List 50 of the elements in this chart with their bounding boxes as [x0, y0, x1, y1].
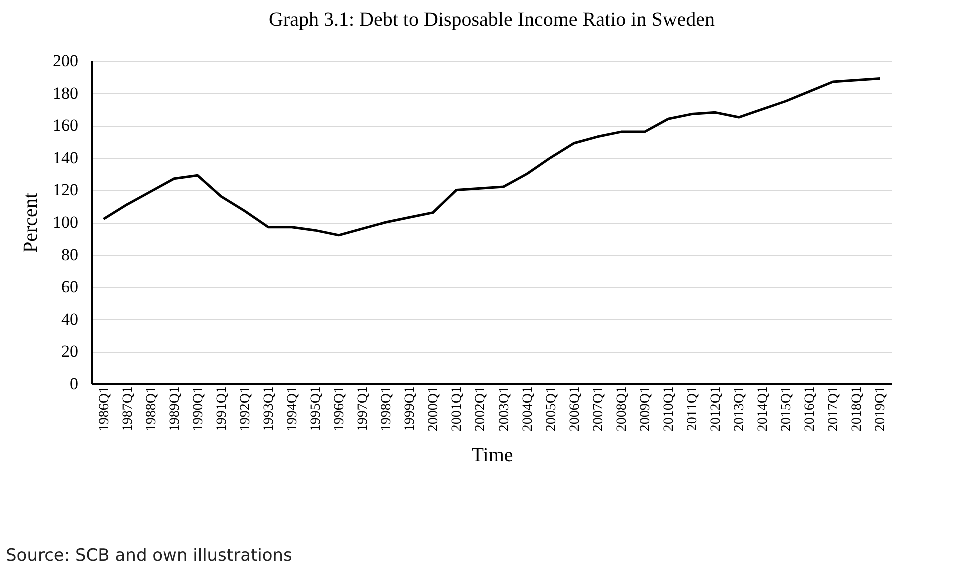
x-tick-label: 2012Q1 [709, 386, 724, 432]
x-tick-label: 2005Q1 [544, 386, 560, 432]
x-tick-label: 1990Q1 [191, 386, 206, 432]
x-tick-label: 2002Q1 [474, 386, 489, 432]
x-tick-label: 2003Q1 [497, 386, 512, 432]
y-tick-label: 0 [70, 374, 78, 394]
x-tick-label: 1991Q1 [214, 386, 230, 432]
x-tick-label: 2016Q1 [803, 386, 818, 432]
x-tick-label: 2017Q1 [826, 386, 842, 432]
x-tick-label: 2013Q1 [732, 386, 748, 432]
x-tick-label: 1999Q1 [403, 386, 418, 432]
x-tick-label: 2009Q1 [638, 386, 654, 432]
x-tick-label: 2008Q1 [614, 386, 630, 432]
x-tick-label: 1986Q1 [97, 386, 112, 432]
x-tick-label: 1987Q1 [120, 386, 136, 432]
x-tick-label: 1995Q1 [309, 386, 324, 432]
x-tick-label: 2004Q1 [520, 386, 536, 432]
y-axis-title: Percent [20, 192, 42, 253]
x-tick-label: 2011Q1 [686, 386, 700, 432]
x-tick-label: 2014Q1 [756, 386, 772, 432]
x-tick-label: 2010Q1 [662, 386, 677, 432]
y-tick-label: 40 [62, 310, 78, 329]
x-tick-label: 2000Q1 [426, 386, 442, 432]
line-series [102, 78, 882, 237]
x-tick-label: 2019Q1 [874, 386, 889, 432]
y-tick-label: 80 [62, 245, 78, 264]
y-tick-label: 120 [53, 180, 78, 200]
x-tick-label: 1994Q1 [286, 386, 300, 432]
source-note: Source: SCB and own illustrations [6, 546, 292, 566]
x-tick-label: 1998Q1 [380, 386, 395, 432]
x-tick-label: 1993Q1 [262, 386, 277, 432]
x-tick-label: 2018Q1 [850, 386, 866, 432]
y-tick-label: 100 [53, 213, 78, 232]
x-tick-label: 2001Q1 [450, 386, 466, 432]
x-tick-label: 2006Q1 [568, 386, 583, 432]
y-tick-label: 200 [53, 52, 78, 70]
y-tick-label: 140 [53, 148, 78, 168]
x-tick-label: 2007Q1 [591, 386, 606, 432]
y-tick-label: 160 [53, 116, 78, 136]
x-tick-label: 2015Q1 [780, 386, 795, 432]
x-tick-label: 1996Q1 [332, 386, 348, 432]
x-tick-label: 1997Q1 [356, 386, 372, 432]
y-tick-label: 20 [62, 342, 78, 362]
x-tick-label: 1989Q1 [168, 386, 183, 432]
x-axis-title: Time [472, 444, 514, 467]
y-tick-label: 60 [62, 278, 78, 297]
x-tick-label: 1992Q1 [238, 386, 254, 432]
y-tick-label: 180 [53, 84, 78, 103]
x-tick-label: 1988Q1 [144, 386, 160, 432]
chart-title: Graph 3.1: Debt to Disposable Income Ratio in Sweden [268, 9, 716, 31]
